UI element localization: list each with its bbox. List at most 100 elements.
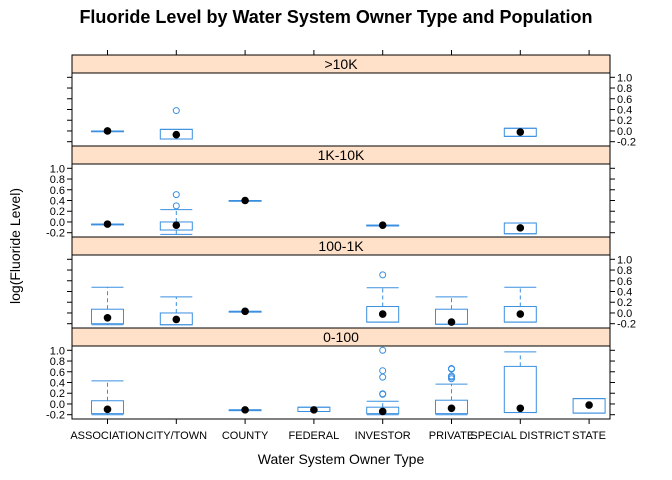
box-3-2 — [297, 406, 331, 414]
box-body — [366, 306, 400, 323]
y-tick-label-0-0: -0.2 — [617, 137, 636, 149]
median-dot — [516, 404, 525, 413]
box-2-2 — [228, 307, 262, 316]
y-tick-label-1-3: 0.4 — [50, 196, 65, 208]
box-0-1 — [159, 107, 193, 140]
x-tick-label-6: SPECIAL DISTRICT — [470, 430, 570, 442]
box-1-1 — [159, 191, 193, 235]
box-body — [159, 128, 193, 140]
median-dot — [103, 405, 112, 414]
y-tick-label-0-4: 0.6 — [617, 94, 632, 106]
outlier-4 — [448, 365, 455, 373]
outlier-4 — [379, 346, 387, 354]
y-tick-label-3-6: 1.0 — [50, 345, 65, 357]
outlier-2 — [379, 373, 387, 381]
box-1-2 — [228, 196, 262, 205]
box-1-0 — [91, 220, 124, 228]
box-3-3 — [366, 346, 400, 416]
x-tick-label-4: INVESTOR — [355, 430, 411, 442]
box-2-4 — [435, 296, 468, 326]
median-dot — [447, 404, 456, 413]
median-dot — [310, 406, 318, 414]
y-axis-title: log(Fluoride Level) — [7, 188, 23, 304]
y-tick-label-1-5: 0.8 — [50, 174, 65, 186]
y-tick-label-1-6: 1.0 — [50, 163, 65, 175]
outlier-2 — [448, 372, 455, 380]
median-dot — [378, 407, 387, 416]
box-body — [572, 398, 606, 414]
box-3-6 — [572, 398, 606, 414]
box-0-0 — [91, 127, 124, 135]
outlier-3 — [379, 367, 387, 375]
median-dot — [172, 221, 181, 229]
outlier-1 — [379, 390, 387, 398]
y-tick-label-3-5: 0.8 — [50, 356, 65, 368]
panel-frame-0 — [71, 72, 611, 147]
x-axis-title: Water System Owner Type — [258, 451, 425, 467]
y-tick-label-1-1: 0.0 — [50, 217, 65, 229]
x-tick-label-2: COUNTY — [222, 430, 269, 442]
y-tick-label-2-0: -0.2 — [617, 319, 636, 331]
y-tick-label-2-4: 0.6 — [617, 276, 632, 288]
y-tick-label-1-4: 0.6 — [50, 185, 65, 197]
y-tick-label-2-3: 0.4 — [617, 287, 632, 299]
y-tick-label-0-6: 1.0 — [617, 72, 632, 84]
panel-frame-1 — [71, 163, 611, 238]
outlier-0 — [379, 271, 387, 279]
median-dot — [172, 130, 181, 139]
median-dot — [447, 318, 456, 326]
median-dot — [103, 314, 112, 322]
median-dot — [103, 127, 112, 135]
box-body — [503, 306, 537, 323]
x-tick-label-1: CITY/TOWN — [146, 430, 208, 442]
box-2-5 — [503, 286, 537, 323]
median-dot — [516, 224, 525, 232]
strip-label-0: >10K — [324, 56, 358, 72]
median-dot — [378, 310, 387, 318]
box-1-4 — [503, 222, 537, 235]
x-tick-label-5: PRIVATE — [429, 430, 474, 442]
median-dot — [241, 406, 249, 414]
panel-0: >10K -0.20.00.20.40.60.81.0 — [67, 50, 636, 149]
median-dot — [378, 221, 387, 229]
panel-1: 1K-10K -0.20.00.20.40.60.81.0 — [46, 145, 615, 240]
strip-label-1: 1K-10K — [318, 147, 365, 163]
x-tick-label-0: ASSOCIATION — [70, 430, 144, 442]
median-dot — [172, 315, 181, 324]
median-dot — [516, 310, 525, 318]
y-tick-label-3-0: -0.2 — [46, 410, 65, 422]
box-3-1 — [228, 406, 262, 414]
box-body — [503, 365, 537, 414]
box-0-2 — [503, 127, 537, 137]
panel-frame-2 — [71, 254, 611, 329]
box-3-0 — [91, 380, 124, 416]
y-tick-label-0-2: 0.2 — [617, 115, 632, 127]
y-tick-label-2-6: 1.0 — [617, 254, 632, 266]
y-tick-label-3-4: 0.6 — [50, 367, 65, 379]
strip-label-2: 100-1K — [318, 238, 364, 254]
y-tick-label-2-5: 0.8 — [617, 265, 632, 277]
median-dot — [516, 128, 525, 136]
y-tick-label-3-1: 0.0 — [50, 399, 65, 411]
box-body — [503, 222, 537, 235]
panel-3: 0-100 -0.20.00.20.40.60.81.0 ASSOCIATION CI… — [46, 327, 615, 442]
y-tick-label-2-2: 0.2 — [617, 297, 632, 309]
median-dot — [241, 196, 249, 205]
panel-frame-3 — [71, 345, 611, 420]
box-2-1 — [159, 296, 193, 326]
y-tick-label-1-2: 0.2 — [50, 206, 65, 218]
box-3-4 — [435, 365, 468, 416]
box-body — [91, 400, 124, 415]
outlier-0 — [172, 107, 180, 115]
median-dot — [241, 307, 249, 316]
box-body — [435, 399, 468, 415]
outlier-0 — [172, 202, 180, 210]
y-tick-label-3-3: 0.4 — [50, 378, 65, 390]
panel-2: 100-1K -0.20.00.20.40.60.81.0 — [67, 236, 636, 331]
y-tick-label-1-0: -0.2 — [46, 228, 65, 240]
strip-label-3: 0-100 — [323, 329, 359, 345]
box-body — [91, 308, 124, 325]
median-dot — [585, 401, 593, 409]
y-tick-label-0-5: 0.8 — [617, 83, 632, 95]
